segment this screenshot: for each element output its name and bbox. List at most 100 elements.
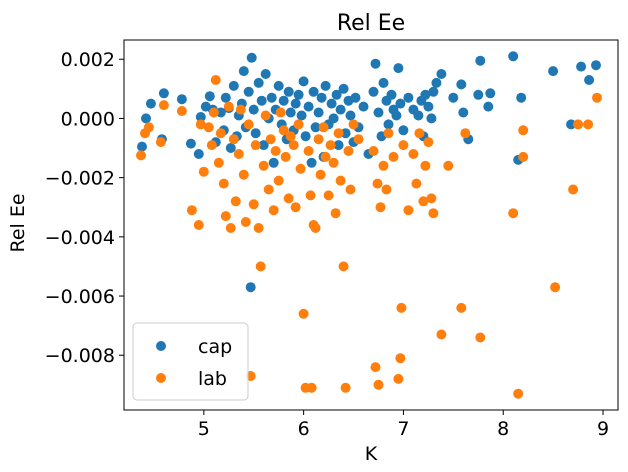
- point-cap-49: [306, 157, 317, 168]
- point-lab-84: [403, 205, 414, 216]
- point-cap-95: [448, 92, 459, 103]
- point-lab-76: [378, 160, 389, 171]
- point-lab-38: [273, 175, 284, 186]
- point-lab-52: [306, 382, 317, 393]
- y-tick-label: −0.004: [45, 227, 115, 249]
- point-lab-88: [418, 196, 429, 207]
- point-cap-93: [431, 77, 442, 88]
- point-cap-83: [398, 125, 409, 136]
- point-lab-93: [436, 329, 447, 340]
- point-lab-14: [213, 157, 224, 168]
- point-cap-111: [245, 282, 256, 293]
- point-cap-97: [458, 107, 469, 118]
- point-lab-46: [293, 119, 304, 130]
- point-lab-82: [396, 302, 407, 313]
- legend-box: [132, 322, 249, 401]
- point-lab-58: [320, 151, 331, 162]
- point-cap-29: [256, 95, 267, 106]
- point-lab-91: [426, 193, 437, 204]
- point-lab-71: [368, 146, 379, 156]
- point-lab-3: [155, 137, 166, 148]
- point-lab-34: [263, 184, 274, 195]
- point-lab-33: [260, 110, 271, 121]
- point-lab-22: [233, 149, 244, 159]
- point-cap-84: [403, 92, 414, 103]
- x-axis: 5 6 7 8 9: [198, 410, 609, 440]
- point-cap-78: [386, 89, 397, 100]
- point-cap-8: [195, 112, 206, 122]
- chart-title: Rel Ee: [337, 11, 405, 36]
- point-lab-37: [270, 146, 281, 156]
- point-cap-80: [391, 110, 402, 121]
- point-lab-15: [215, 128, 226, 139]
- point-lab-78: [383, 128, 394, 139]
- point-lab-13: [210, 75, 221, 85]
- point-lab-4: [158, 100, 169, 111]
- point-cap-110: [591, 60, 601, 71]
- point-lab-29: [250, 140, 261, 151]
- point-lab-101: [550, 282, 561, 293]
- point-lab-65: [338, 261, 349, 272]
- point-cap-26: [248, 104, 259, 115]
- point-lab-16: [218, 178, 229, 189]
- point-lab-106: [518, 125, 529, 136]
- point-lab-31: [255, 261, 266, 272]
- point-lab-43: [285, 131, 296, 142]
- point-cap-45: [296, 110, 307, 121]
- point-lab-63: [333, 128, 344, 139]
- point-cap-81: [393, 63, 404, 74]
- point-lab-79: [388, 151, 399, 162]
- point-cap-65: [345, 110, 356, 121]
- point-lab-87: [414, 128, 425, 139]
- point-lab-99: [513, 388, 524, 399]
- point-cap-94: [436, 69, 447, 79]
- point-cap-15: [220, 92, 231, 103]
- point-cap-108: [576, 61, 587, 72]
- point-cap-73: [373, 107, 384, 118]
- point-lab-102: [568, 184, 579, 195]
- point-cap-48: [303, 101, 314, 112]
- point-lab-7: [193, 220, 204, 230]
- point-cap-90: [423, 101, 434, 112]
- x-axis-label: K: [365, 443, 378, 465]
- point-cap-67: [350, 92, 361, 103]
- point-lab-50: [303, 146, 314, 156]
- point-lab-94: [443, 160, 454, 171]
- point-lab-0: [136, 150, 146, 161]
- point-lab-41: [280, 151, 291, 162]
- point-lab-77: [381, 184, 392, 195]
- point-cap-13: [215, 107, 226, 118]
- point-lab-68: [345, 184, 356, 195]
- point-cap-33: [266, 92, 277, 103]
- point-lab-60: [325, 140, 336, 151]
- point-cap-105: [516, 92, 527, 103]
- point-cap-25: [246, 52, 257, 63]
- point-lab-18: [223, 101, 234, 112]
- point-lab-61: [328, 157, 339, 168]
- point-cap-46: [298, 76, 309, 87]
- x-tick-label: 9: [597, 418, 609, 440]
- point-cap-71: [368, 86, 379, 97]
- point-lab-57: [318, 122, 329, 133]
- point-lab-59: [323, 190, 334, 201]
- point-cap-10: [204, 91, 215, 102]
- point-lab-45: [290, 202, 301, 213]
- point-cap-91: [426, 113, 437, 124]
- point-lab-62: [330, 208, 341, 219]
- point-lab-21: [230, 196, 241, 207]
- point-lab-24: [238, 169, 249, 180]
- point-lab-19: [225, 223, 236, 233]
- point-lab-39: [275, 107, 286, 118]
- point-cap-60: [333, 140, 344, 151]
- point-cap-72: [370, 58, 381, 69]
- legend-marker-cap: [156, 341, 166, 351]
- point-cap-40: [283, 86, 294, 97]
- point-cap-99: [473, 89, 484, 100]
- point-lab-56: [315, 169, 326, 180]
- point-cap-47: [300, 131, 311, 142]
- point-lab-98: [508, 208, 519, 219]
- point-cap-36: [273, 80, 284, 91]
- point-cap-100: [475, 55, 486, 66]
